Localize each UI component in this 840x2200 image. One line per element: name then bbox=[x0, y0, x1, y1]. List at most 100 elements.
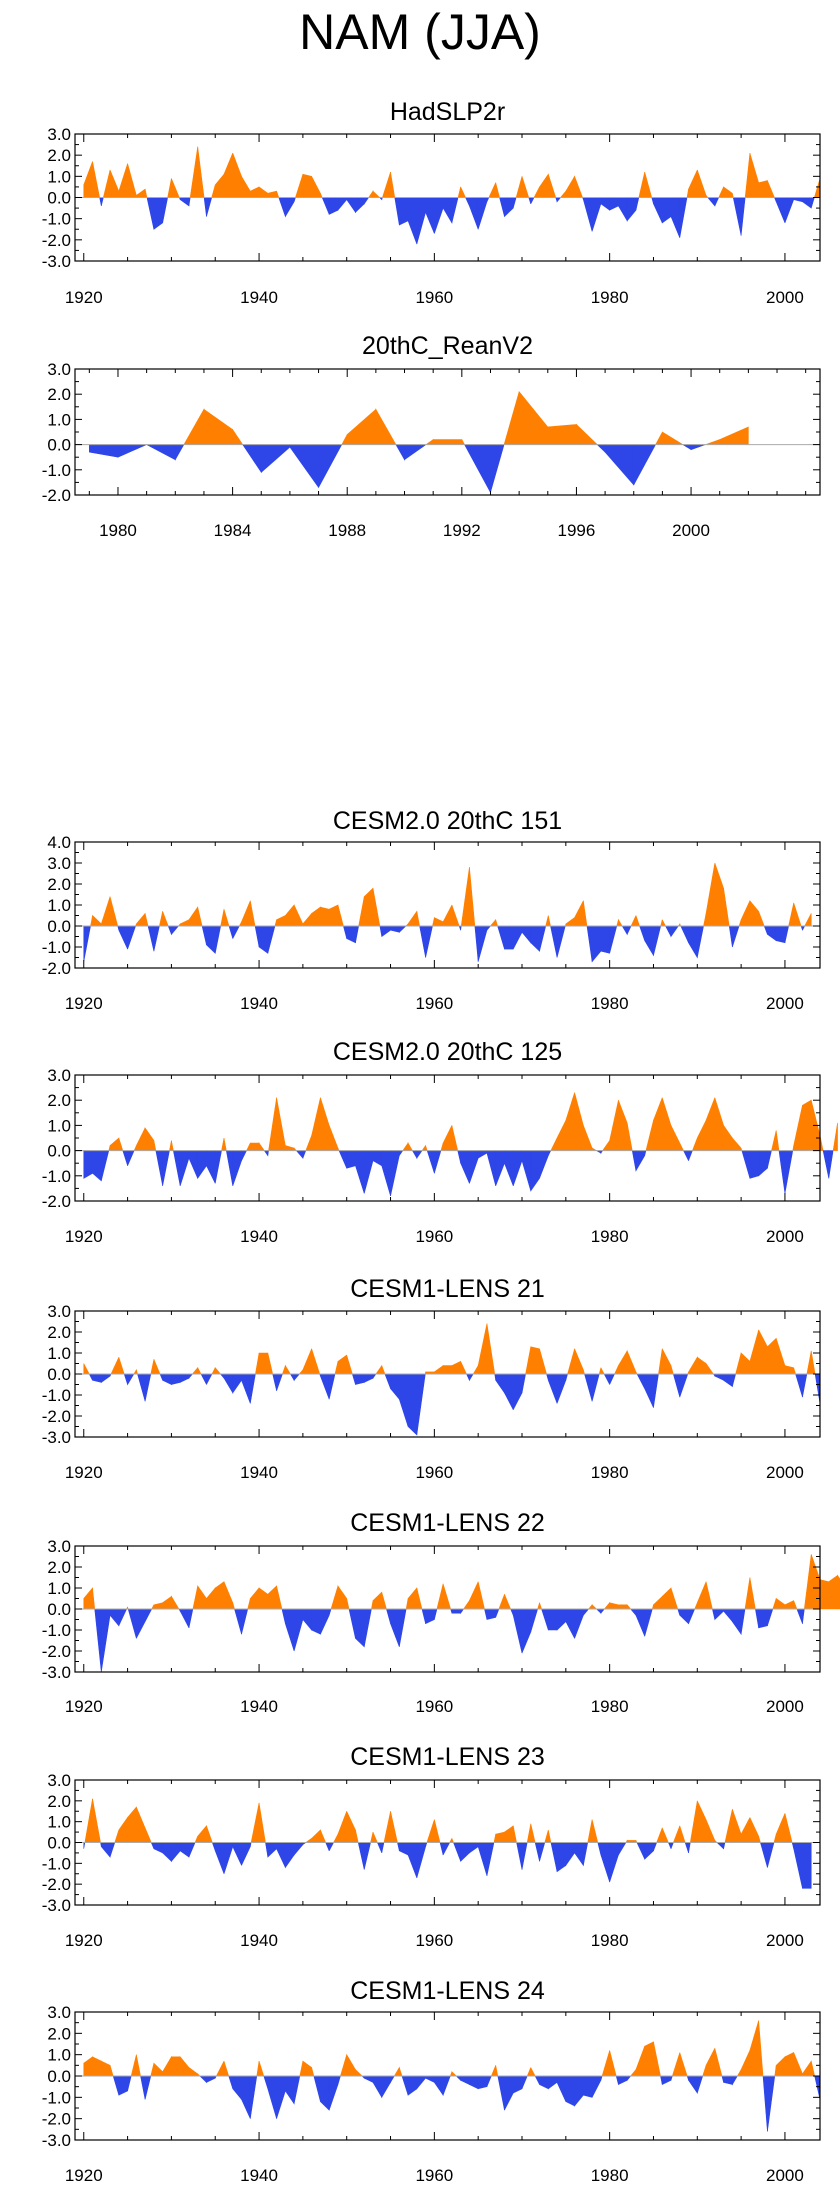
negative-anomaly-area bbox=[381, 1150, 391, 1197]
negative-anomaly-area bbox=[460, 1150, 470, 1184]
negative-anomaly-area bbox=[313, 2075, 321, 2102]
negative-anomaly-area bbox=[618, 2075, 628, 2086]
negative-anomaly-area bbox=[171, 1842, 181, 1863]
x-tick-label: 1980 bbox=[99, 521, 137, 540]
x-tick-label: 1960 bbox=[415, 288, 453, 307]
positive-anomaly-area bbox=[539, 1602, 542, 1610]
positive-anomaly-area bbox=[732, 1809, 742, 1843]
y-tick-label: 0.0 bbox=[47, 436, 71, 455]
positive-anomaly-area bbox=[705, 1819, 716, 1843]
x-tick-label: 1960 bbox=[415, 1463, 453, 1482]
positive-anomaly-area bbox=[705, 862, 716, 927]
positive-anomaly-area bbox=[118, 163, 128, 198]
positive-anomaly-area bbox=[705, 1097, 716, 1151]
negative-anomaly-area bbox=[425, 197, 435, 234]
negative-anomaly-area bbox=[591, 2075, 602, 2098]
positive-anomaly-area bbox=[334, 1361, 339, 1375]
negative-anomaly-area bbox=[228, 925, 234, 939]
negative-anomaly-area bbox=[343, 925, 348, 939]
negative-anomaly-area bbox=[732, 1608, 742, 1636]
negative-anomaly-area bbox=[775, 925, 786, 944]
negative-anomaly-area bbox=[442, 197, 453, 224]
negative-anomaly-area bbox=[122, 1150, 128, 1166]
negative-anomaly-area bbox=[100, 1608, 111, 1673]
y-tick-label: 4.0 bbox=[47, 833, 71, 852]
negative-anomaly-area bbox=[223, 1842, 234, 1874]
negative-anomaly-area bbox=[661, 2075, 672, 2086]
negative-anomaly-area bbox=[363, 1608, 372, 1647]
negative-anomaly-area bbox=[363, 1373, 374, 1383]
negative-anomaly-area bbox=[474, 925, 479, 962]
positive-anomaly-area bbox=[295, 174, 304, 198]
negative-anomaly-area bbox=[127, 1608, 137, 1639]
positive-anomaly-area bbox=[773, 1834, 777, 1843]
positive-anomaly-area bbox=[381, 1592, 387, 1610]
negative-anomaly-area bbox=[618, 197, 628, 222]
positive-anomaly-area bbox=[525, 1346, 532, 1375]
negative-anomaly-area bbox=[633, 444, 657, 486]
negative-anomaly-area bbox=[109, 1608, 120, 1627]
negative-anomaly-area bbox=[241, 2075, 251, 2119]
positive-anomaly-area bbox=[337, 1354, 348, 1375]
positive-anomaly-area bbox=[495, 919, 498, 927]
positive-anomaly-area bbox=[718, 186, 724, 198]
positive-anomaly-area bbox=[460, 1361, 467, 1375]
positive-anomaly-area bbox=[407, 1141, 413, 1151]
positive-anomaly-area bbox=[346, 1811, 356, 1843]
negative-anomaly-area bbox=[162, 197, 169, 223]
negative-anomaly-area bbox=[556, 197, 562, 203]
negative-anomaly-area bbox=[795, 1373, 803, 1398]
negative-anomaly-area bbox=[716, 1842, 724, 1850]
negative-anomaly-area bbox=[293, 1842, 304, 1856]
negative-anomaly-area bbox=[609, 197, 619, 211]
negative-anomaly-area bbox=[372, 1150, 383, 1167]
negative-anomaly-area bbox=[521, 1608, 532, 1654]
negative-anomaly-area bbox=[453, 1842, 461, 1862]
positive-anomaly-area bbox=[813, 178, 821, 198]
negative-anomaly-area bbox=[530, 1150, 540, 1192]
negative-anomaly-area bbox=[188, 197, 191, 207]
negative-anomaly-area bbox=[442, 1842, 451, 1856]
x-tick-label: 2000 bbox=[766, 1931, 804, 1950]
positive-anomaly-area bbox=[793, 2052, 803, 2077]
negative-anomaly-area bbox=[793, 197, 803, 203]
negative-anomaly-area bbox=[550, 925, 558, 958]
negative-anomaly-area bbox=[346, 1150, 356, 1169]
negative-anomaly-area bbox=[547, 1150, 552, 1156]
negative-anomaly-area bbox=[92, 1373, 102, 1383]
positive-anomaly-area bbox=[346, 2053, 356, 2077]
positive-anomaly-area bbox=[432, 439, 463, 445]
negative-anomaly-area bbox=[407, 1842, 418, 1879]
negative-anomaly-area bbox=[556, 1608, 567, 1631]
positive-anomaly-area bbox=[136, 1369, 138, 1375]
negative-anomaly-area bbox=[83, 1842, 86, 1849]
negative-anomaly-area bbox=[504, 197, 514, 218]
negative-anomaly-area bbox=[263, 2075, 269, 2089]
negative-anomaly-area bbox=[144, 1373, 152, 1402]
negative-anomaly-area bbox=[416, 2075, 426, 2090]
positive-anomaly-area bbox=[311, 1829, 321, 1843]
negative-anomaly-area bbox=[636, 1373, 646, 1389]
negative-anomaly-area bbox=[512, 1150, 523, 1186]
positive-anomaly-area bbox=[696, 169, 707, 198]
positive-anomaly-area bbox=[197, 907, 203, 927]
negative-anomaly-area bbox=[363, 2075, 374, 2083]
positive-anomaly-area bbox=[197, 1825, 207, 1843]
positive-anomaly-area bbox=[705, 1362, 714, 1375]
negative-anomaly-area bbox=[146, 197, 155, 230]
negative-anomaly-area bbox=[510, 1608, 514, 1616]
negative-anomaly-area bbox=[626, 2075, 632, 2082]
y-tick-label: -1.0 bbox=[42, 1621, 71, 1640]
positive-anomaly-area bbox=[547, 174, 557, 198]
positive-anomaly-area bbox=[258, 1352, 269, 1375]
negative-anomaly-area bbox=[600, 1608, 606, 1615]
negative-anomaly-area bbox=[530, 1608, 539, 1633]
x-tick-label: 1980 bbox=[591, 994, 629, 1013]
negative-anomaly-area bbox=[778, 1150, 786, 1194]
negative-anomaly-area bbox=[528, 197, 532, 204]
positive-anomaly-area bbox=[661, 1587, 672, 1610]
negative-anomaly-area bbox=[295, 1150, 304, 1159]
negative-anomaly-area bbox=[179, 1373, 190, 1383]
negative-anomaly-area bbox=[596, 444, 606, 453]
negative-anomaly-area bbox=[486, 2075, 492, 2087]
